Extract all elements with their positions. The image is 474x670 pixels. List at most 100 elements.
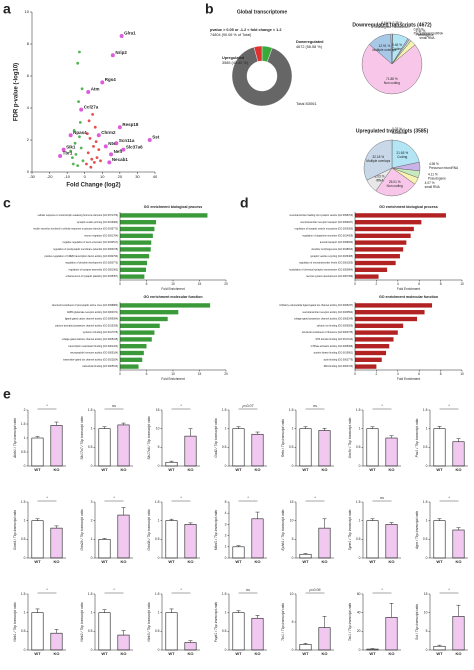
y-tick-label: 3 [225, 522, 227, 526]
y-tick-label: 4 [225, 511, 227, 515]
bar [98, 612, 111, 651]
significance-label: * [247, 496, 249, 500]
point [80, 87, 84, 91]
point [81, 159, 85, 163]
significance-label: * [314, 496, 316, 500]
y-axis-label: Atoh1 / Tbp transcript ratio [13, 418, 17, 459]
x-axis-label: Fold Enrichment [397, 287, 420, 291]
bar [120, 323, 160, 328]
error-bar [35, 608, 40, 613]
x-tick-label: 5 [146, 372, 148, 376]
y-axis-label: Slc17a6 / Tbp transcript ratio [147, 416, 151, 459]
x-tick-label: -10 [64, 174, 71, 179]
error-bar [389, 522, 394, 525]
x-tick-label: WT [34, 467, 41, 472]
slice-label: pvalue > 0.05 or -1.2 < fold change < 1.… [210, 28, 281, 32]
bar [98, 539, 111, 559]
x-tick-label: WT [302, 651, 309, 656]
bar [120, 247, 151, 252]
y-tick-label: 1 [91, 537, 93, 541]
point [87, 119, 91, 123]
y-axis-label: Grin3b / Tbp transcript ratio [147, 509, 151, 550]
y-tick-label: 3 [91, 500, 93, 504]
point [93, 125, 97, 129]
slice-label: Unassigned [374, 25, 391, 29]
x-tick-label: KO [121, 651, 127, 656]
value-label: 0.92 % [414, 27, 424, 31]
significance-label: * [381, 588, 383, 592]
category-label: regulation of synaptic vesicle exocytosi… [295, 228, 354, 231]
bar [318, 430, 331, 467]
point-label: Necab1 [112, 157, 129, 162]
bar [355, 226, 414, 232]
x-tick-label: WT [101, 651, 108, 656]
error-bar [236, 426, 241, 429]
bar [355, 233, 411, 238]
bar [120, 303, 211, 308]
chart-title: GO enrichment molecular function [143, 295, 202, 299]
bar [251, 518, 264, 559]
x-tick-label: WT [369, 559, 376, 564]
value-label: 0.64 % [381, 21, 391, 25]
y-tick-label: 0.5 [155, 537, 160, 541]
error-bar [188, 522, 193, 525]
x-axis-label: Fold Enrichment [397, 377, 420, 381]
slice [363, 139, 393, 181]
y-axis-label: Agrn / Tbp transcript ratio [415, 511, 419, 550]
x-tick-label: WT [34, 651, 41, 656]
x-tick-label: WT [235, 467, 242, 472]
point [71, 162, 75, 166]
y-tick-label: 1.5 [222, 408, 227, 412]
x-tick-label: 2 [376, 282, 378, 286]
x-tick-label: WT [101, 559, 108, 564]
value-label: 3.00 % [420, 32, 430, 36]
error-bar [437, 644, 442, 647]
point [73, 141, 77, 145]
slice [375, 167, 416, 197]
x-tick-label: 5 [146, 282, 148, 286]
y-tick-label: 1.5 [356, 408, 361, 412]
slice [391, 139, 420, 169]
slice [231, 46, 293, 107]
point [61, 147, 66, 152]
value-label: 0.03 % [392, 127, 402, 131]
slice-label: small RNA [425, 185, 441, 189]
point [99, 159, 102, 163]
bar [120, 267, 146, 272]
bar [385, 617, 398, 651]
x-tick-label: WT [34, 559, 41, 564]
point-label: Sst [152, 135, 160, 140]
y-tick-label: 1 [225, 427, 227, 431]
point-label: Ccl27a [84, 104, 99, 109]
x-axis-label: Fold Enrichment [161, 377, 184, 381]
y-axis-label: Ntrk1 / Tbp transcript ratio [13, 602, 17, 641]
x-tick-label: KO [255, 467, 261, 472]
error-bar [322, 428, 327, 431]
y-tick-label: 8 [27, 41, 30, 46]
y-axis-label: Mbnl1 / Tbp transcript ratio [214, 510, 218, 550]
bar [120, 350, 144, 356]
x-tick-label: 20 [224, 282, 228, 286]
y-tick-label: 1.5 [21, 422, 26, 426]
bar [355, 323, 404, 328]
bar [366, 428, 379, 467]
bar [120, 233, 153, 238]
bar [433, 645, 446, 651]
y-tick-label: 0 [24, 556, 26, 560]
y-tick-label: 2 [91, 519, 93, 523]
point-label: Chrm2 [101, 130, 116, 135]
slice [390, 33, 393, 65]
x-tick-label: 4 [397, 282, 399, 286]
y-tick-label: 10 [290, 592, 294, 596]
point [86, 151, 90, 155]
x-tick-label: KO [322, 559, 328, 564]
y-tick-label: 10 [25, 9, 30, 14]
y-tick-label: 0.5 [356, 445, 361, 449]
point [92, 161, 96, 164]
point-label: Tbr1 [63, 151, 73, 156]
bar [117, 424, 130, 467]
category-label: transmitter-gated ion channel activity (… [63, 358, 118, 361]
y-tick-label: 1.5 [222, 592, 227, 596]
error-bar [54, 421, 59, 426]
